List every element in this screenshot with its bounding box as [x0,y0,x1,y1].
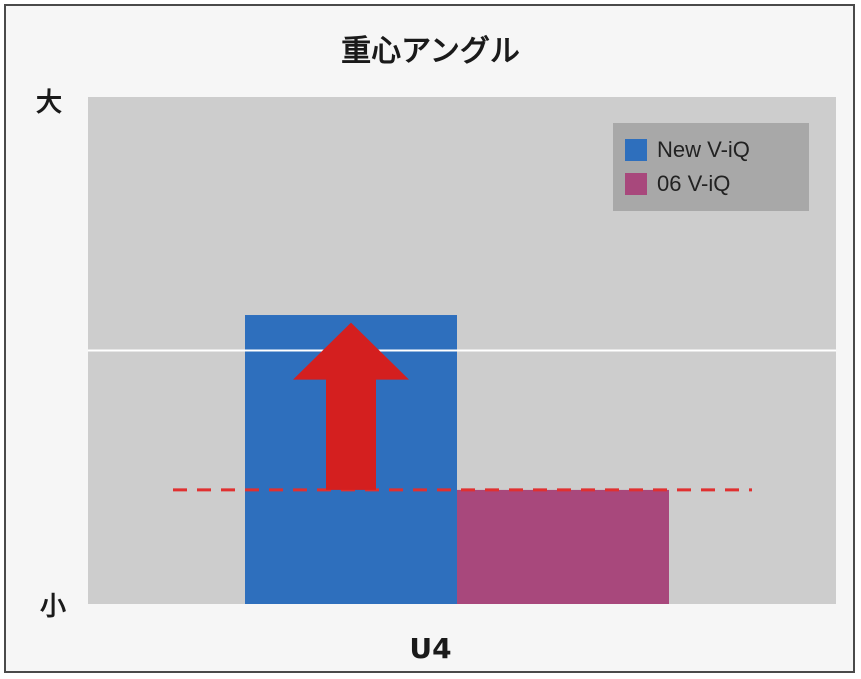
legend-swatch [625,139,647,161]
y-axis-min-label: 小 [40,592,67,622]
bar-06-v-iq [457,489,669,604]
legend-item-new-viq: New V-iQ [625,133,809,167]
legend-label: New V-iQ [657,137,750,162]
up-arrow-icon [293,322,409,490]
legend-swatch [625,173,647,195]
legend-item-06-viq: 06 V-iQ [625,167,809,201]
x-tick-label: U4 [409,632,452,665]
y-axis-max-label: 大 [36,88,63,118]
chart-title: 重心アングル [341,34,520,69]
legend-label: 06 V-iQ [657,171,731,196]
legend: New V-iQ 06 V-iQ [613,123,809,211]
